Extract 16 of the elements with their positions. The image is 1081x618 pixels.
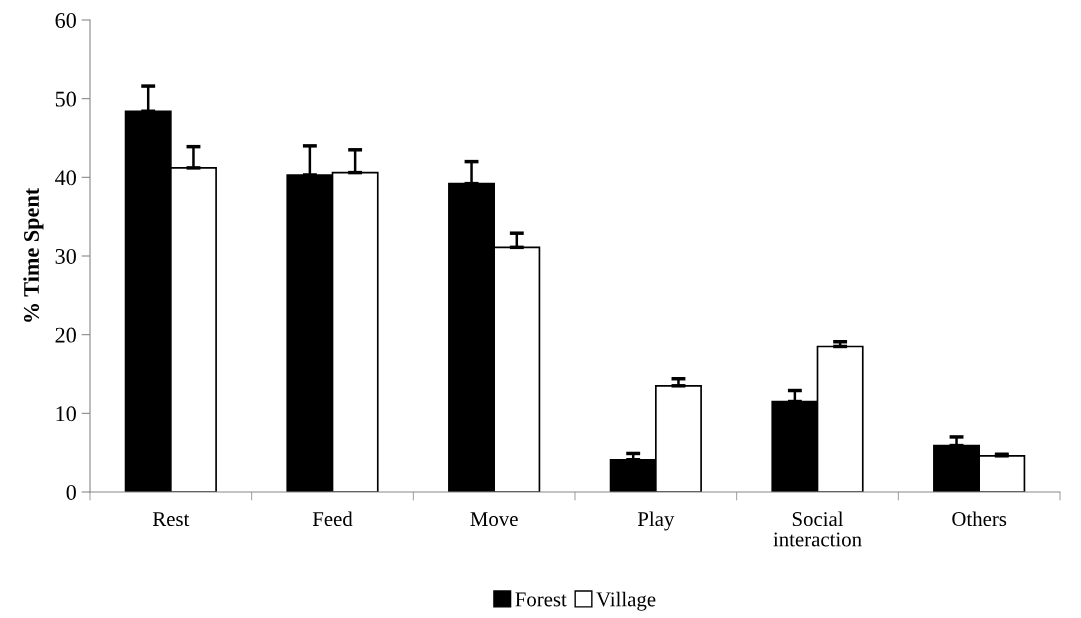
y-tick-label: 10 <box>56 406 76 422</box>
y-tick-label: 30 <box>55 248 76 264</box>
x-tick-label: Rest <box>152 512 190 527</box>
y-tick-label: 50 <box>55 91 76 107</box>
x-tick-label: Move <box>470 512 518 527</box>
x-tick-label: Social interaction <box>773 511 862 547</box>
y-tick-label: 20 <box>55 327 76 343</box>
x-tick-label: Play <box>637 511 675 531</box>
x-tick-label: Others <box>952 511 1007 527</box>
y-tick-label: 0 <box>66 484 76 500</box>
y-tick-label: 60 <box>55 12 76 28</box>
legend-label: Forest <box>515 592 567 607</box>
x-tick-label: Feed <box>312 511 353 527</box>
legend-label: Village <box>596 591 656 611</box>
y-axis-title: % Time Spent <box>23 187 44 322</box>
y-tick-label: 40 <box>55 170 76 186</box>
